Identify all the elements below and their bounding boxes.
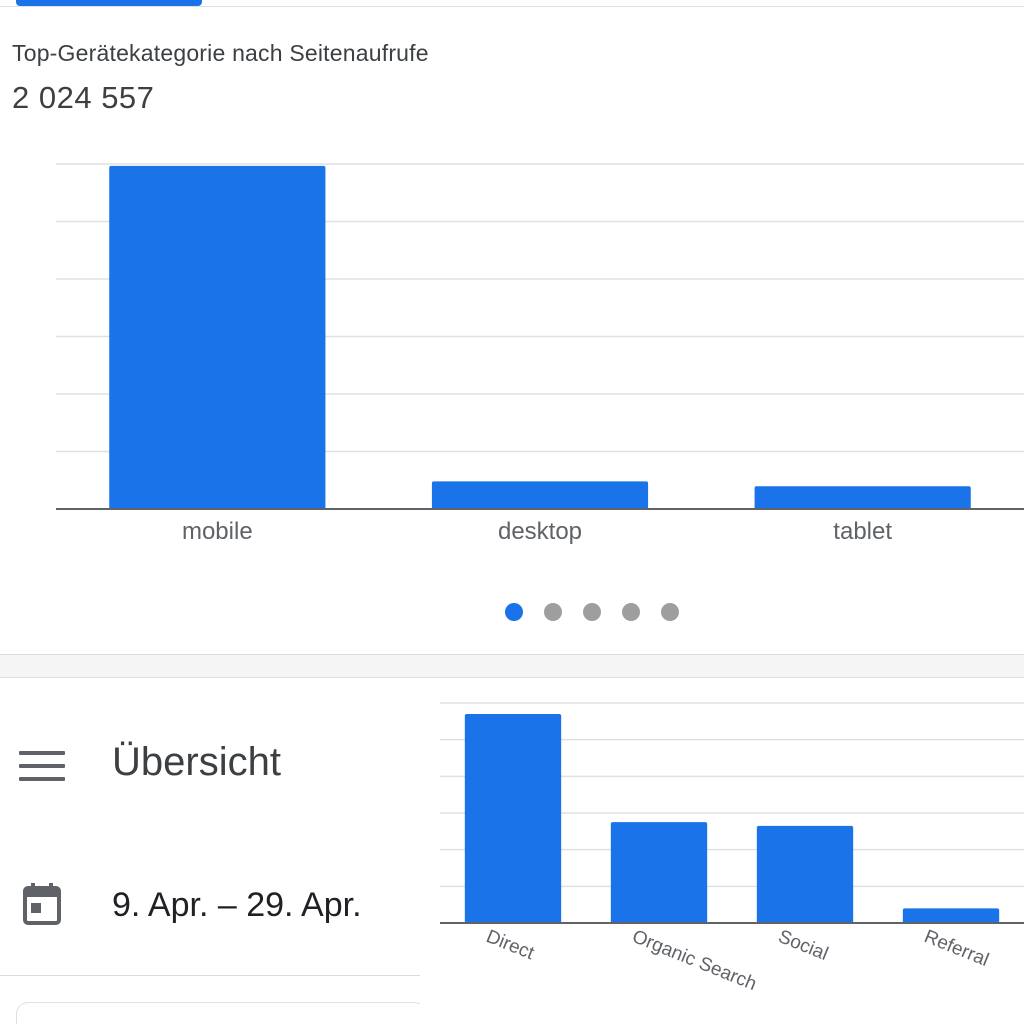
tick-label-referral: Referral: [921, 926, 992, 971]
overview-divider: [0, 975, 440, 976]
tick-label-mobile: mobile: [182, 518, 253, 545]
active-tab-indicator: [16, 0, 202, 6]
tab-divider: [0, 6, 1024, 7]
bar-direct[interactable]: [464, 714, 562, 923]
pagination-dot-1[interactable]: [505, 603, 523, 621]
bar-social[interactable]: [756, 825, 854, 923]
pagination-dot-5[interactable]: [661, 603, 679, 621]
tick-label-direct: Direct: [483, 926, 538, 964]
tick-label-organic-search: Organic Search: [629, 926, 759, 995]
bar-mobile[interactable]: [109, 165, 326, 509]
hamburger-menu-icon[interactable]: [19, 751, 65, 783]
card-title: Top-Gerätekategorie nach Seitenaufrufe: [12, 40, 429, 66]
bar-organic-search[interactable]: [610, 822, 708, 923]
tick-label-desktop: desktop: [498, 518, 582, 545]
pagination-dot-3[interactable]: [583, 603, 601, 621]
card-total-value: 2 024 557: [12, 80, 155, 115]
next-card-preview: [16, 1002, 426, 1024]
section-divider: [0, 677, 1024, 678]
pagination-dot-2[interactable]: [544, 603, 562, 621]
bar-tablet[interactable]: [754, 486, 971, 509]
tick-label-tablet: tablet: [833, 518, 892, 545]
page-title: Übersicht: [112, 740, 281, 784]
bar-desktop[interactable]: [431, 481, 649, 509]
device-category-card: Top-Gerätekategorie nach Seitenaufrufe 2…: [0, 0, 1024, 655]
bar-referral[interactable]: [902, 908, 1000, 923]
channel-chart: Direct Organic Search Social Referral: [440, 702, 1024, 995]
pagination-dot-4[interactable]: [622, 603, 640, 621]
pagination-dots: [505, 603, 679, 621]
tick-label-social: Social: [775, 926, 831, 965]
date-range-selector[interactable]: 9. Apr. – 29. Apr.: [112, 886, 362, 924]
device-category-chart: mobile desktop tablet: [56, 163, 1024, 545]
overview-panel: [0, 678, 440, 1024]
calendar-icon: [23, 883, 61, 925]
